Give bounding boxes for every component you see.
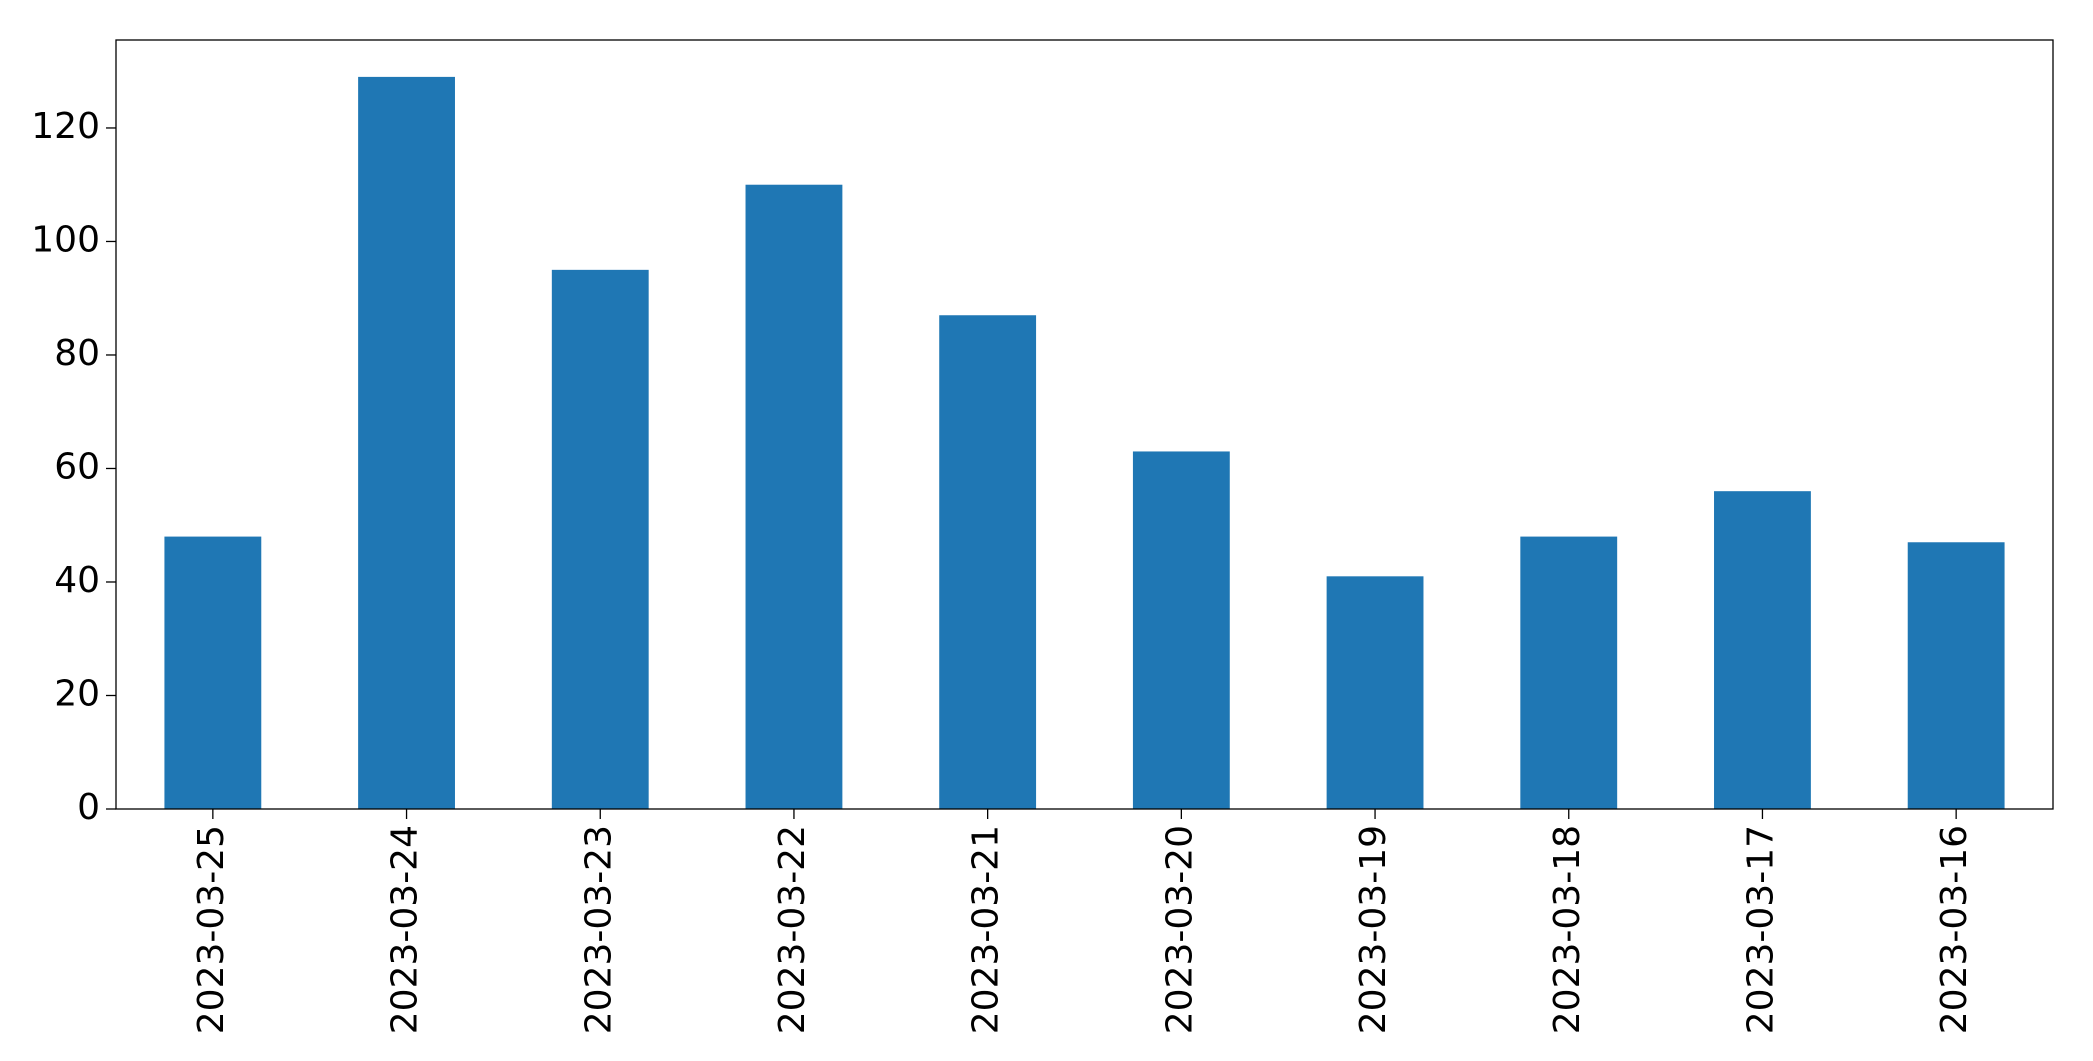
x-tick-label: 2023-03-25: [191, 825, 232, 1034]
x-tick-label: 2023-03-24: [385, 825, 426, 1034]
bar: [1326, 576, 1424, 809]
x-tick-label: 2023-03-18: [1547, 825, 1588, 1034]
y-tick-label: 80: [54, 333, 100, 374]
bar: [939, 315, 1037, 809]
y-tick-label: 100: [31, 219, 100, 260]
bar: [551, 269, 649, 809]
bar: [358, 76, 455, 810]
x-tick-label: 2023-03-17: [1740, 825, 1781, 1034]
plot-frame: [115, 39, 2054, 810]
x-tick-label: 2023-03-23: [578, 825, 619, 1034]
x-tick-label: 2023-03-19: [1353, 825, 1394, 1034]
bar: [745, 184, 843, 810]
x-tick-label: 2023-03-22: [772, 825, 813, 1034]
bar: [164, 536, 262, 809]
x-tick-label: 2023-03-16: [1934, 825, 1975, 1034]
x-tick-label: 2023-03-21: [966, 825, 1007, 1034]
bar: [1520, 536, 1618, 809]
y-tick-label: 0: [77, 787, 100, 828]
bar: [1907, 542, 2005, 809]
bar: [1132, 451, 1230, 809]
y-tick-label: 40: [54, 560, 100, 601]
y-tick-label: 120: [31, 106, 100, 147]
y-tick-label: 60: [54, 446, 100, 487]
y-tick-label: 20: [54, 673, 100, 714]
x-tick-label: 2023-03-20: [1159, 825, 1200, 1034]
bar: [1714, 491, 1811, 809]
